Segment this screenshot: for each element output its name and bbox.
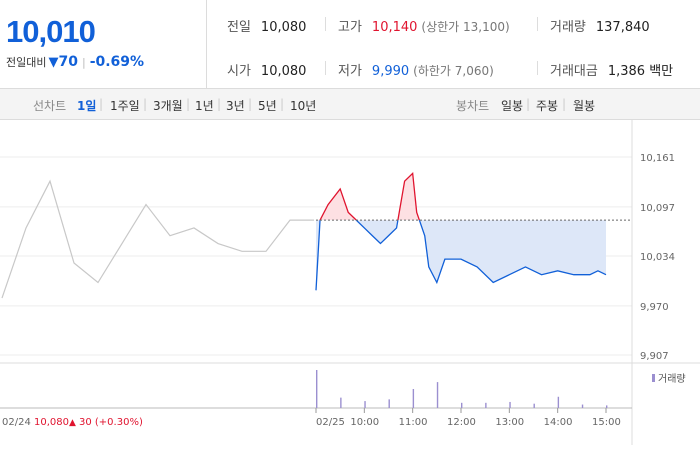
tab-divider: | [248, 97, 253, 111]
intraday-price-chart: 10,161 10,097 10,034 9,970 9,907 02/24 10,080… [0, 120, 700, 445]
x-tick-label: 14:00 [544, 417, 573, 428]
x-tick-label: 02/25 [316, 417, 345, 428]
candle-chart-label: 봉차트 [456, 99, 490, 113]
tab-divider: | [526, 97, 531, 111]
stat-divider [325, 61, 326, 75]
y-tick-label: 10,161 [640, 153, 675, 164]
y-tick-label: 10,034 [640, 252, 675, 263]
stat-amount-value: 1,386 백만 [607, 64, 674, 79]
below-reference-fill [316, 220, 606, 291]
stat-low-value: 9,990 [371, 64, 410, 79]
volume-legend-swatch [652, 374, 655, 382]
tab-daily-candle[interactable]: 일봉 [501, 99, 524, 113]
volume-legend: 거래량 [652, 373, 686, 385]
y-tick-label: 9,907 [640, 351, 669, 362]
volume-bar [581, 404, 584, 408]
prev-day-close-label: 10,080 [34, 417, 69, 428]
volume-bars [316, 370, 608, 408]
stat-amount: 거래대금 1,386 백만 [550, 60, 673, 79]
today-series-down [315, 220, 607, 291]
stat-prev-close-value: 10,080 [260, 20, 307, 35]
tab-3years[interactable]: 3년 [226, 99, 245, 113]
stat-low: 저가 9,990 (하한가 7,060) [338, 60, 494, 79]
tab-5years[interactable]: 5년 [258, 99, 277, 113]
current-price: 10,010 [6, 14, 96, 49]
chart-period-tabs: 선차트 1일 | 1주일 | 3개월 | 1년 | 3년 | 5년 | 10년 … [0, 89, 700, 120]
stat-open: 시가 10,080 [227, 60, 306, 79]
volume-bar [485, 402, 487, 408]
tab-divider: | [217, 97, 222, 111]
stat-volume-value: 137,840 [595, 20, 650, 35]
change-percent: -0.69% [89, 54, 145, 70]
tab-monthly-candle[interactable]: 월봉 [573, 99, 596, 113]
tab-divider: | [143, 97, 148, 111]
volume-bar [533, 403, 535, 408]
tab-3months[interactable]: 3개월 [153, 99, 183, 113]
prev-day-series [1, 179, 314, 299]
tab-1year[interactable]: 1년 [195, 99, 214, 113]
up-triangle-icon: ▲ [69, 418, 76, 428]
stat-volume: 거래량 137,840 [550, 16, 650, 35]
change-label: 전일대비 [6, 56, 47, 69]
time-axis: 02/24 10,080 ▲ 30 (+0.30%) 02/25 10:00 11:00 12… [2, 408, 621, 428]
stat-divider [537, 61, 538, 75]
volume-bar [316, 370, 318, 408]
volume-legend-label: 거래량 [658, 373, 686, 385]
price-axis: 10,161 10,097 10,034 9,970 9,907 [640, 153, 675, 362]
current-price-box: 10,010 전일대비 ▼70 | -0.69% [0, 0, 207, 88]
stat-prev-close-label: 전일 [227, 20, 251, 35]
today-line [315, 171, 607, 291]
tab-divider: | [280, 97, 285, 111]
stat-high-label: 고가 [338, 20, 362, 35]
price-change: 전일대비 ▼70 | -0.69% [6, 54, 144, 70]
x-tick-label: 11:00 [399, 417, 428, 428]
stat-divider [537, 17, 538, 31]
volume-bar [340, 397, 342, 408]
x-tick-label: 13:00 [495, 417, 524, 428]
tab-divider: | [186, 97, 191, 111]
y-tick-label: 10,097 [640, 203, 675, 214]
volume-bar [606, 405, 608, 408]
stat-volume-label: 거래량 [550, 20, 586, 35]
down-triangle-icon: ▼ [48, 55, 59, 70]
stat-prev-close: 전일 10,080 [227, 16, 306, 35]
tab-10years[interactable]: 10년 [290, 99, 317, 113]
prev-day-line [1, 179, 314, 299]
tab-divider: | [99, 97, 104, 111]
line-chart-label: 선차트 [33, 99, 67, 113]
volume-bar [364, 401, 366, 408]
x-tick-label: 10:00 [350, 417, 379, 428]
tab-weekly-candle[interactable]: 주봉 [536, 99, 559, 113]
stat-amount-label: 거래대금 [550, 64, 598, 79]
volume-bar [436, 382, 439, 408]
change-divider: | [81, 56, 86, 69]
today-series-up [319, 171, 421, 221]
y-tick-label: 9,970 [640, 302, 669, 313]
stat-divider [325, 17, 326, 31]
above-reference-fill [320, 173, 420, 221]
x-tick-label: 15:00 [592, 417, 621, 428]
price-summary-panel: 10,010 전일대비 ▼70 | -0.69% 전일 10,080 시가 10,080 … [0, 0, 700, 89]
chart-grid [0, 120, 700, 445]
prev-day-change-label: 30 (+0.30%) [79, 417, 143, 428]
x-tick-label: 12:00 [447, 417, 476, 428]
stat-high: 고가 10,140 (상한가 13,100) [338, 16, 510, 35]
stat-open-label: 시가 [227, 64, 251, 79]
stat-upper-limit: (상한가 13,100) [421, 20, 510, 34]
prev-day-date-label: 02/24 [2, 417, 31, 428]
tab-1week[interactable]: 1주일 [110, 99, 140, 113]
volume-bar [388, 399, 390, 408]
volume-bar [509, 401, 511, 408]
stat-lower-limit: (하한가 7,060) [413, 64, 494, 78]
volume-bar [557, 396, 560, 408]
volume-bar [461, 402, 463, 408]
stat-open-value: 10,080 [260, 64, 307, 79]
stat-high-value: 10,140 [371, 20, 418, 35]
stat-low-label: 저가 [338, 64, 362, 79]
change-amount: 70 [58, 54, 78, 70]
volume-bar [412, 389, 415, 408]
tab-divider: | [562, 97, 567, 111]
tab-1day[interactable]: 1일 [77, 99, 97, 113]
